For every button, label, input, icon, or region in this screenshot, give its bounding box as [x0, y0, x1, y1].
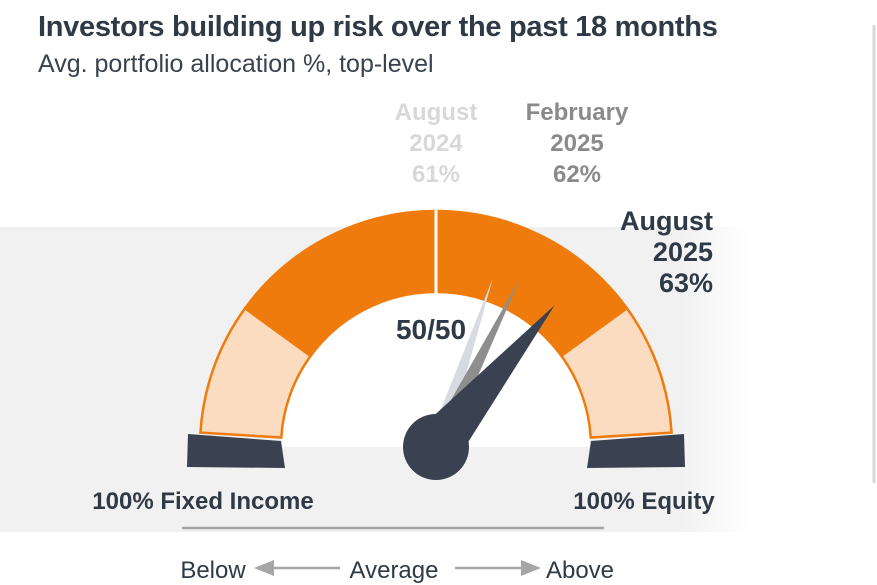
spectrum-average-label: Average: [350, 557, 439, 584]
reading-2-line-0: August: [620, 206, 713, 236]
reading-2-line-2: 63%: [659, 268, 713, 298]
reading-1-line-0: February: [526, 99, 629, 126]
right-endpoint-label: 100% Equity: [573, 488, 715, 515]
reading-label-august-2025: August 2025 63%: [620, 206, 713, 298]
reading-0-line-1: 2024: [409, 130, 463, 157]
gauge-inner-fill: [281, 292, 591, 447]
page-subtitle: Avg. portfolio allocation %, top-level: [38, 50, 434, 78]
needle-hub: [403, 414, 469, 480]
left-end-cap: [187, 434, 285, 468]
gauge-needles: [403, 278, 555, 480]
reading-1-line-2: 62%: [553, 161, 601, 188]
midpoint-label: 50/50: [396, 314, 466, 345]
right-end-cap: [587, 434, 685, 468]
reading-label-february-2025: February 2025 62%: [526, 99, 629, 188]
gauge-band: [187, 209, 685, 468]
right-arrow-icon: [455, 560, 541, 576]
spectrum-below-label: Below: [180, 557, 246, 584]
reading-2-line-1: 2025: [653, 237, 713, 267]
band-segment-2: [559, 306, 673, 439]
gauge-inner-area: [281, 292, 591, 447]
reading-1-line-1: 2025: [550, 130, 603, 157]
reading-0-line-2: 61%: [412, 161, 460, 188]
page-title: Investors building up risk over the past…: [38, 11, 718, 43]
left-endpoint-label: 100% Fixed Income: [92, 488, 313, 515]
spectrum-above-label: Above: [546, 557, 614, 584]
reading-label-august-2024: August 2024 61%: [395, 99, 478, 188]
left-arrow-icon: [254, 560, 340, 576]
reading-0-line-0: August: [395, 99, 478, 126]
